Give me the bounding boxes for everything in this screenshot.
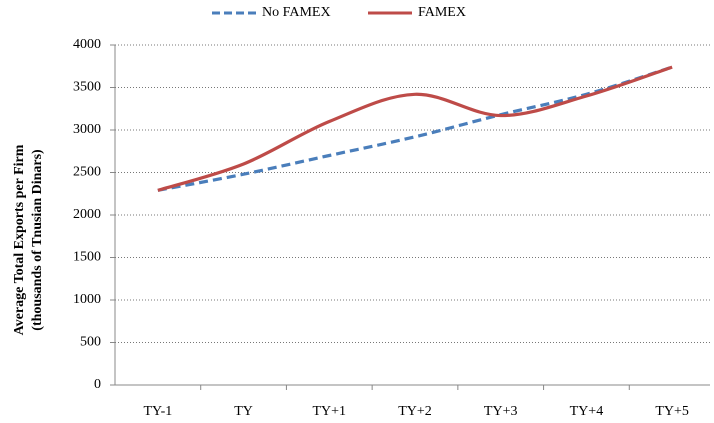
y-tick-label: 2500 xyxy=(73,165,101,180)
series-line xyxy=(157,65,673,192)
y-tick-label: 2000 xyxy=(73,207,101,222)
x-tick-label: TY+3 xyxy=(484,404,518,419)
y-axis-title: Average Total Exports per Firm (thousand… xyxy=(12,144,45,335)
x-tick-label: TY+4 xyxy=(570,404,604,419)
x-tick-label: TY+5 xyxy=(655,404,689,419)
y-axis-title-line: Average Total Exports per Firm xyxy=(12,144,27,335)
x-tick-label: TY+1 xyxy=(313,404,347,419)
y-tick-label: 0 xyxy=(94,377,101,392)
y-tick-label: 500 xyxy=(80,335,101,350)
y-tick-label: 1000 xyxy=(73,292,101,307)
legend-label: FAMEX xyxy=(418,5,466,20)
x-tick-label: TY xyxy=(234,404,253,419)
legend-label: No FAMEX xyxy=(262,5,331,20)
x-tick-label: TY-1 xyxy=(143,404,172,419)
y-tick-label: 4000 xyxy=(73,37,101,52)
y-tick-label: 1500 xyxy=(73,250,101,265)
y-tick-label: 3000 xyxy=(73,122,101,137)
y-axis-title-line: (thousands of Tnusian Dinars) xyxy=(30,149,45,331)
y-tick-label: 3500 xyxy=(73,80,101,95)
x-tick-label: TY+2 xyxy=(398,404,432,419)
series-line xyxy=(157,65,673,192)
